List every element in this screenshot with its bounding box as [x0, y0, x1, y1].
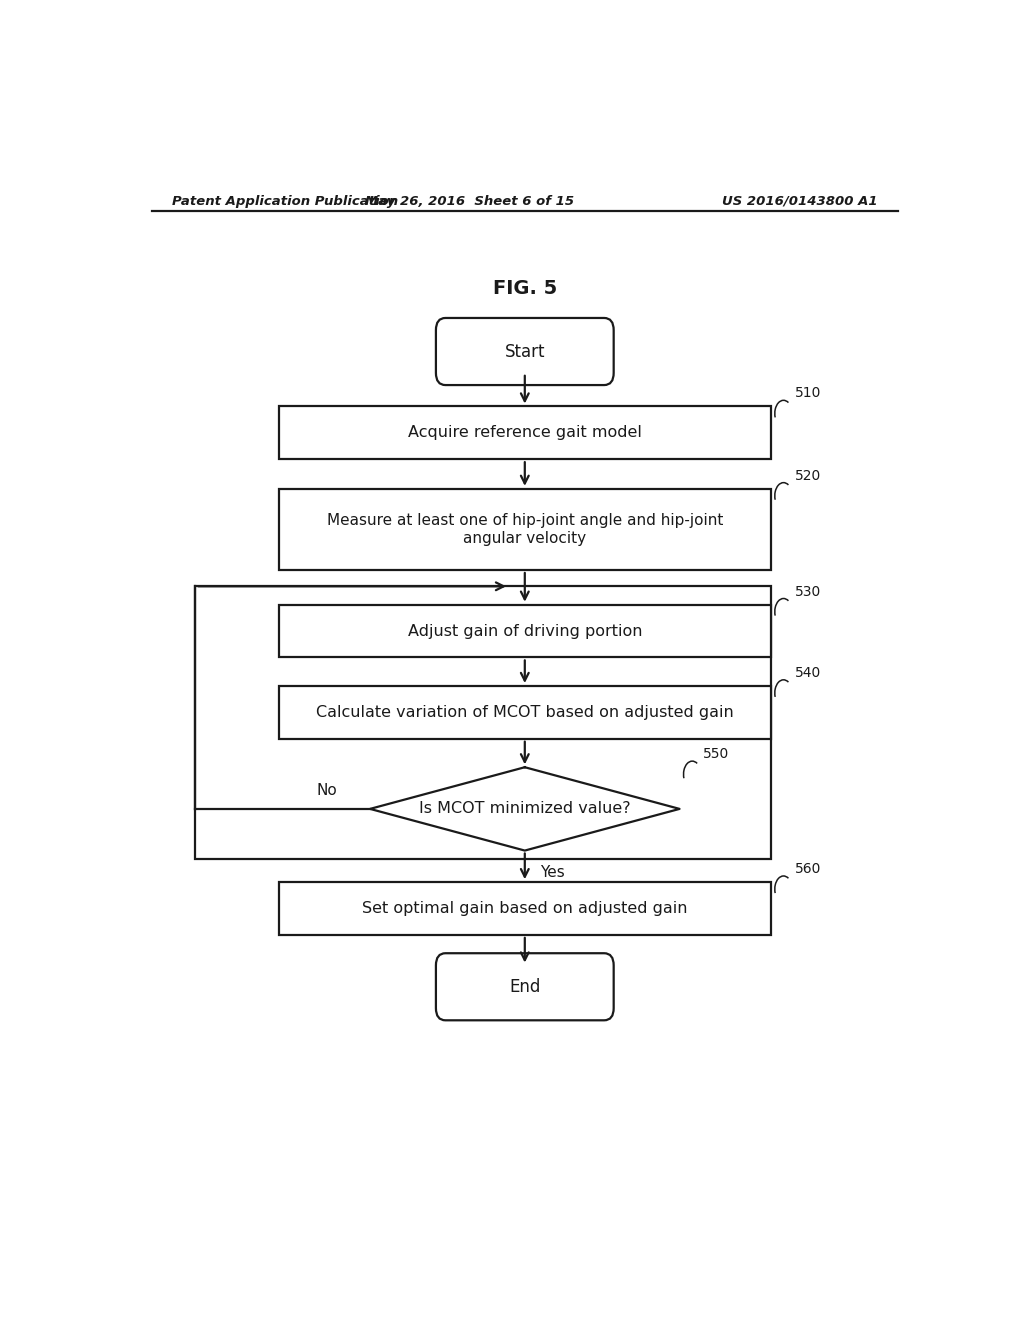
Text: 520: 520: [795, 469, 821, 483]
Text: Measure at least one of hip-joint angle and hip-joint
angular velocity: Measure at least one of hip-joint angle …: [327, 513, 723, 545]
Text: Patent Application Publication: Patent Application Publication: [172, 194, 397, 207]
Text: Yes: Yes: [541, 866, 565, 880]
Bar: [279, 882, 771, 935]
Text: May 26, 2016  Sheet 6 of 15: May 26, 2016 Sheet 6 of 15: [365, 194, 573, 207]
Text: 510: 510: [795, 387, 821, 400]
Bar: [279, 407, 771, 459]
Text: Calculate variation of MCOT based on adjusted gain: Calculate variation of MCOT based on adj…: [316, 705, 733, 719]
Text: End: End: [509, 978, 541, 995]
Text: Acquire reference gait model: Acquire reference gait model: [408, 425, 642, 441]
Text: Adjust gain of driving portion: Adjust gain of driving portion: [408, 623, 642, 639]
Text: Start: Start: [505, 342, 545, 360]
Bar: [196, 586, 771, 859]
Bar: [279, 488, 771, 570]
Text: US 2016/0143800 A1: US 2016/0143800 A1: [722, 194, 878, 207]
Text: No: No: [316, 783, 337, 799]
Text: FIG. 5: FIG. 5: [493, 279, 557, 298]
Text: 540: 540: [795, 665, 821, 680]
Text: 550: 550: [703, 747, 730, 762]
Text: Is MCOT minimized value?: Is MCOT minimized value?: [419, 801, 631, 816]
Text: Set optimal gain based on adjusted gain: Set optimal gain based on adjusted gain: [362, 902, 687, 916]
Text: 530: 530: [795, 585, 821, 598]
FancyBboxPatch shape: [436, 318, 613, 385]
Bar: [279, 686, 771, 739]
Bar: [279, 605, 771, 657]
Text: 560: 560: [795, 862, 821, 876]
FancyBboxPatch shape: [436, 953, 613, 1020]
